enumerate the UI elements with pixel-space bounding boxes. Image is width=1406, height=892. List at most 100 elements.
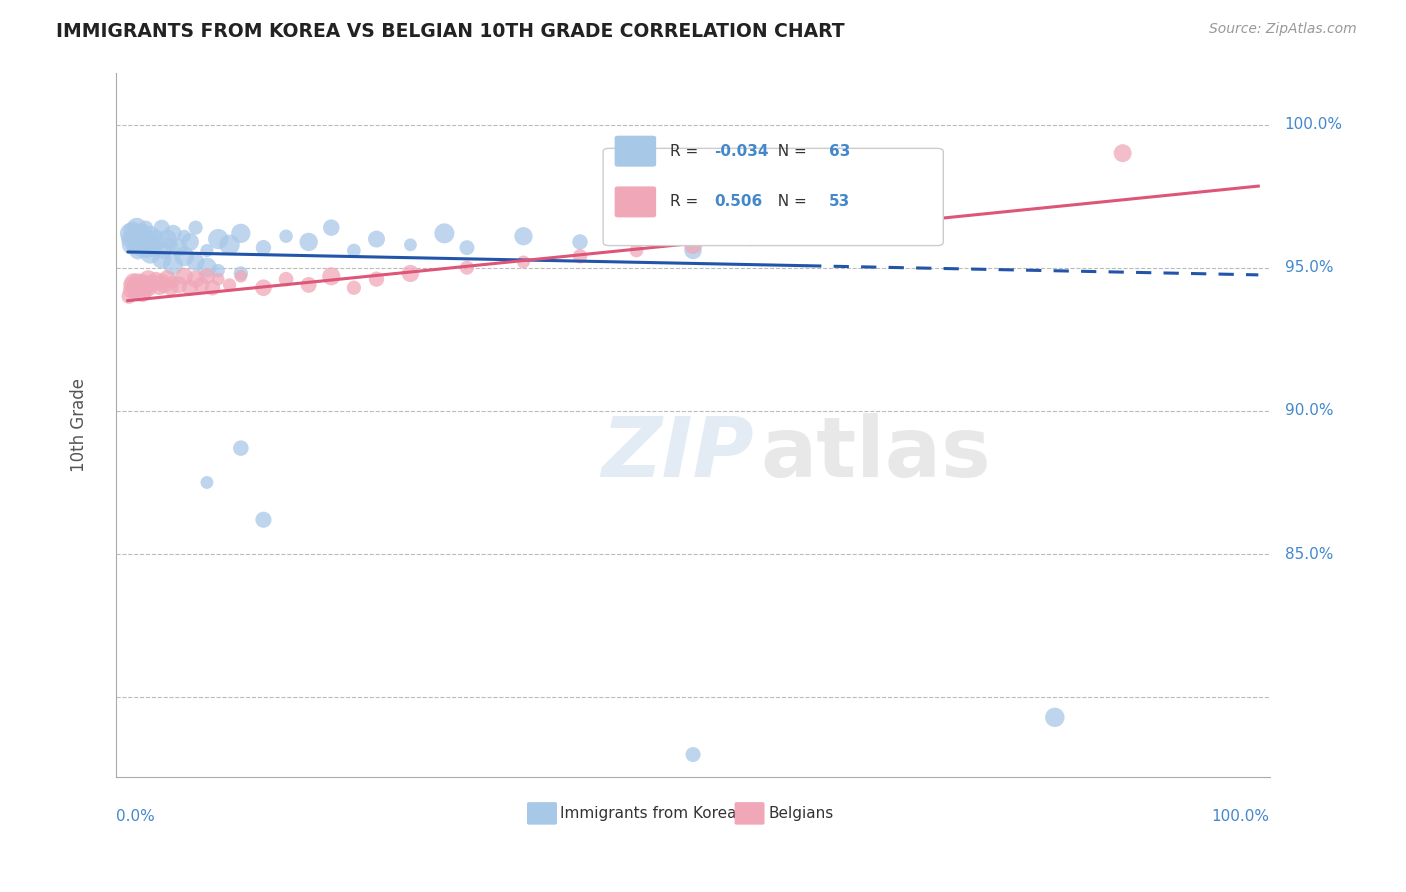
Point (195, 244, 218, 258)
Point (121, 281, 143, 295)
Text: Source: ZipAtlas.com: Source: ZipAtlas.com (1209, 22, 1357, 37)
Text: ZIP: ZIP (600, 413, 754, 494)
Point (321, 269, 343, 284)
Point (125, 281, 148, 295)
Point (127, 284, 149, 298)
Text: 0.0%: 0.0% (117, 809, 155, 824)
Point (120, 277, 142, 292)
Point (136, 244, 159, 258)
Point (908, 215, 931, 229)
Point (184, 255, 207, 269)
Point (138, 281, 160, 295)
Point (135, 284, 157, 298)
Point (252, 513, 274, 527)
Point (153, 277, 176, 292)
Point (136, 277, 159, 292)
Point (162, 275, 184, 289)
Point (121, 223, 143, 237)
Point (118, 227, 141, 241)
Point (138, 237, 160, 252)
Point (298, 235, 321, 249)
Text: N =: N = (768, 144, 811, 159)
Point (167, 277, 190, 292)
Point (195, 269, 218, 284)
Text: 90.0%: 90.0% (1285, 403, 1333, 418)
Point (125, 220, 148, 235)
Point (167, 241, 190, 255)
Text: IMMIGRANTS FROM KOREA VS BELGIAN 10TH GRADE CORRELATION CHART: IMMIGRANTS FROM KOREA VS BELGIAN 10TH GR… (56, 22, 845, 41)
FancyBboxPatch shape (603, 148, 943, 245)
Point (125, 275, 148, 289)
Point (148, 235, 170, 249)
Point (173, 249, 195, 263)
Point (1043, 710, 1066, 724)
Point (145, 272, 167, 286)
Point (569, 249, 592, 263)
Point (159, 237, 181, 252)
Point (173, 269, 195, 284)
Text: 85.0%: 85.0% (1285, 547, 1333, 562)
Point (229, 227, 252, 241)
Point (184, 220, 207, 235)
Point (128, 232, 150, 246)
Text: 0.506: 0.506 (714, 194, 762, 210)
Point (321, 220, 343, 235)
Point (569, 235, 592, 249)
Point (118, 284, 141, 298)
Point (122, 275, 145, 289)
Text: N =: N = (768, 194, 811, 210)
Point (162, 227, 184, 241)
Point (207, 272, 229, 286)
Point (682, 244, 704, 258)
Point (128, 277, 150, 292)
Text: 100.0%: 100.0% (1285, 117, 1343, 132)
Point (125, 235, 148, 249)
Point (229, 441, 252, 455)
Point (512, 229, 534, 244)
Point (218, 277, 240, 292)
Text: 95.0%: 95.0% (1285, 260, 1333, 276)
FancyBboxPatch shape (614, 186, 657, 218)
Point (274, 272, 297, 286)
Point (135, 220, 157, 235)
Text: R =: R = (671, 144, 703, 159)
Point (173, 229, 195, 244)
Point (136, 272, 159, 286)
Point (134, 275, 156, 289)
Point (150, 220, 173, 235)
Point (127, 244, 149, 258)
Point (1111, 146, 1133, 161)
Point (207, 232, 229, 246)
Point (148, 281, 170, 295)
Point (131, 241, 153, 255)
Point (118, 232, 141, 246)
Point (252, 241, 274, 255)
Text: atlas: atlas (759, 413, 991, 494)
Point (184, 272, 207, 286)
Point (131, 275, 153, 289)
Point (134, 235, 156, 249)
Point (142, 241, 165, 255)
Point (179, 281, 201, 295)
Text: Immigrants from Korea: Immigrants from Korea (561, 805, 737, 821)
Point (132, 281, 155, 295)
Text: 53: 53 (830, 194, 851, 210)
Point (399, 237, 422, 252)
FancyBboxPatch shape (734, 802, 765, 825)
Text: R =: R = (671, 194, 709, 210)
Point (626, 244, 648, 258)
Point (366, 232, 388, 246)
Point (229, 267, 252, 281)
Point (738, 232, 761, 246)
Point (139, 246, 162, 260)
Point (512, 255, 534, 269)
Point (229, 269, 252, 284)
Point (626, 220, 648, 235)
Point (298, 277, 321, 292)
Point (252, 281, 274, 295)
Point (274, 229, 297, 244)
Point (433, 227, 456, 241)
Point (207, 263, 229, 277)
Point (120, 237, 142, 252)
Point (179, 235, 201, 249)
